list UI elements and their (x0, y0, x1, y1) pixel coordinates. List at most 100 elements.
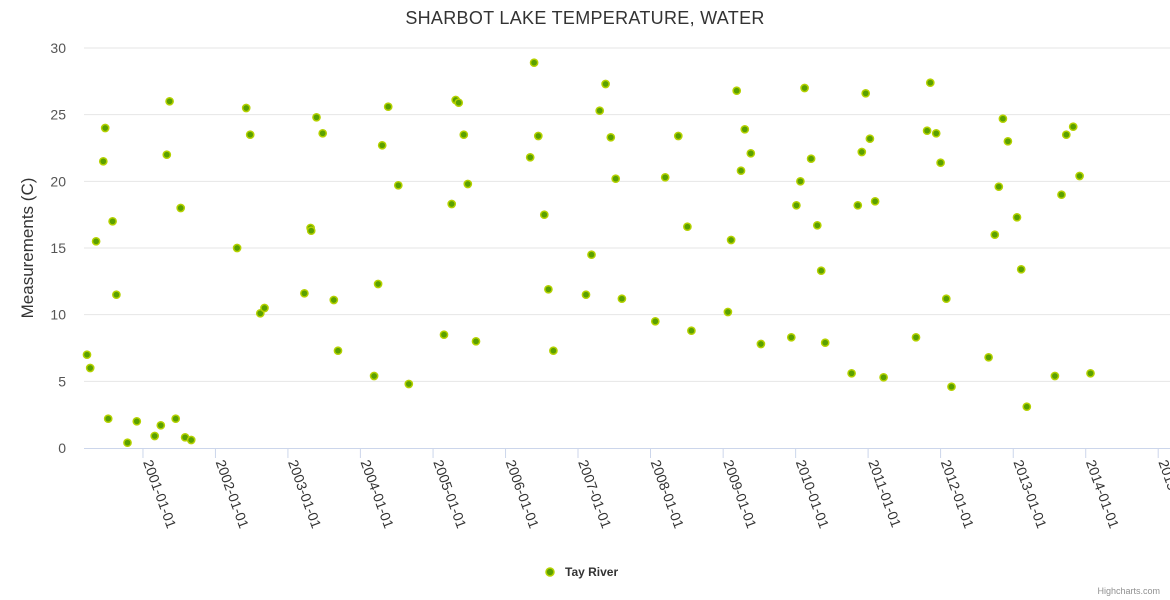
data-point[interactable] (990, 230, 1000, 240)
data-point[interactable] (1075, 171, 1084, 181)
data-point[interactable] (241, 103, 251, 113)
data-point[interactable] (911, 332, 921, 342)
data-point[interactable] (447, 199, 457, 209)
data-point[interactable] (931, 128, 941, 138)
legend-label-tay-river[interactable]: Tay River (565, 565, 618, 579)
data-point[interactable] (601, 79, 610, 89)
data-point[interactable] (165, 96, 174, 106)
data-point[interactable] (683, 222, 692, 232)
data-point[interactable] (595, 106, 605, 116)
legend[interactable]: Tay River (545, 565, 618, 579)
data-point[interactable] (650, 316, 660, 326)
credits-link[interactable]: Highcharts.com (1097, 586, 1160, 596)
data-point[interactable] (865, 134, 875, 144)
data-point[interactable] (861, 88, 871, 98)
data-point[interactable] (994, 182, 1004, 192)
data-point[interactable] (796, 176, 805, 186)
data-point[interactable] (726, 235, 736, 245)
data-point[interactable] (373, 279, 383, 289)
data-point[interactable] (232, 243, 242, 253)
data-point[interactable] (756, 339, 766, 349)
data-point[interactable] (91, 236, 101, 246)
data-point[interactable] (984, 352, 993, 362)
data-point[interactable] (98, 156, 108, 166)
data-point[interactable] (581, 290, 591, 300)
data-point[interactable] (687, 326, 696, 336)
data-point[interactable] (383, 102, 393, 112)
data-point[interactable] (525, 152, 535, 162)
data-point[interactable] (1050, 371, 1060, 381)
data-point[interactable] (1061, 130, 1071, 140)
data-point[interactable] (150, 431, 160, 441)
data-point[interactable] (533, 131, 543, 141)
data-point[interactable] (176, 203, 186, 213)
data-point[interactable] (333, 346, 343, 356)
data-point[interactable] (85, 363, 95, 373)
data-point[interactable] (800, 83, 809, 93)
data-point[interactable] (1068, 122, 1078, 132)
data-point[interactable] (806, 154, 816, 164)
data-point[interactable] (1012, 212, 1022, 222)
data-point[interactable] (544, 284, 553, 294)
data-point[interactable] (1086, 368, 1095, 378)
data-point[interactable] (740, 124, 750, 134)
data-point[interactable] (549, 346, 558, 356)
data-point[interactable] (870, 196, 880, 206)
data-point[interactable] (611, 174, 621, 184)
data-point[interactable] (606, 132, 616, 142)
data-point[interactable] (260, 303, 269, 313)
legend-marker-tay-river[interactable] (545, 567, 555, 577)
data-point[interactable] (112, 290, 121, 300)
data-point[interactable] (186, 435, 196, 445)
data-point[interactable] (1022, 402, 1032, 412)
data-point[interactable] (853, 200, 863, 210)
data-point[interactable] (100, 123, 110, 133)
data-point[interactable] (786, 332, 796, 342)
data-point[interactable] (660, 172, 670, 182)
data-point[interactable] (1003, 136, 1013, 146)
data-point[interactable] (171, 414, 181, 424)
data-point[interactable] (746, 148, 756, 158)
data-point[interactable] (369, 371, 379, 381)
data-point[interactable] (318, 128, 328, 138)
data-point[interactable] (1016, 264, 1026, 274)
data-point[interactable] (529, 58, 539, 68)
data-point[interactable] (439, 330, 449, 340)
data-point[interactable] (879, 372, 888, 382)
data-point[interactable] (539, 210, 549, 220)
data-point[interactable] (245, 130, 255, 140)
data-point[interactable] (812, 220, 822, 230)
data-point[interactable] (857, 147, 867, 157)
data-point[interactable] (459, 130, 469, 140)
data-point[interactable] (312, 112, 321, 122)
data-point[interactable] (162, 150, 172, 160)
data-point[interactable] (925, 78, 935, 88)
data-point[interactable] (82, 350, 92, 360)
data-point[interactable] (941, 294, 951, 304)
data-point[interactable] (108, 216, 117, 226)
data-point[interactable] (132, 416, 142, 426)
data-point[interactable] (792, 200, 801, 210)
data-point[interactable] (736, 166, 746, 176)
data-point[interactable] (587, 250, 596, 260)
data-point[interactable] (998, 114, 1008, 124)
data-point[interactable] (947, 382, 956, 392)
data-point[interactable] (723, 307, 733, 317)
data-point[interactable] (393, 180, 403, 190)
data-point[interactable] (936, 158, 945, 168)
data-point[interactable] (103, 414, 113, 424)
data-point[interactable] (471, 336, 481, 346)
data-point[interactable] (300, 288, 309, 298)
data-point[interactable] (306, 226, 316, 236)
data-point[interactable] (123, 438, 132, 448)
data-point[interactable] (673, 131, 683, 141)
data-point[interactable] (156, 420, 166, 430)
data-point[interactable] (454, 98, 464, 108)
data-point[interactable] (1057, 190, 1066, 200)
data-point[interactable] (820, 338, 830, 348)
data-point[interactable] (404, 379, 414, 389)
data-point[interactable] (329, 295, 339, 305)
data-point[interactable] (732, 86, 742, 96)
data-point[interactable] (816, 266, 826, 276)
data-point[interactable] (377, 140, 387, 150)
